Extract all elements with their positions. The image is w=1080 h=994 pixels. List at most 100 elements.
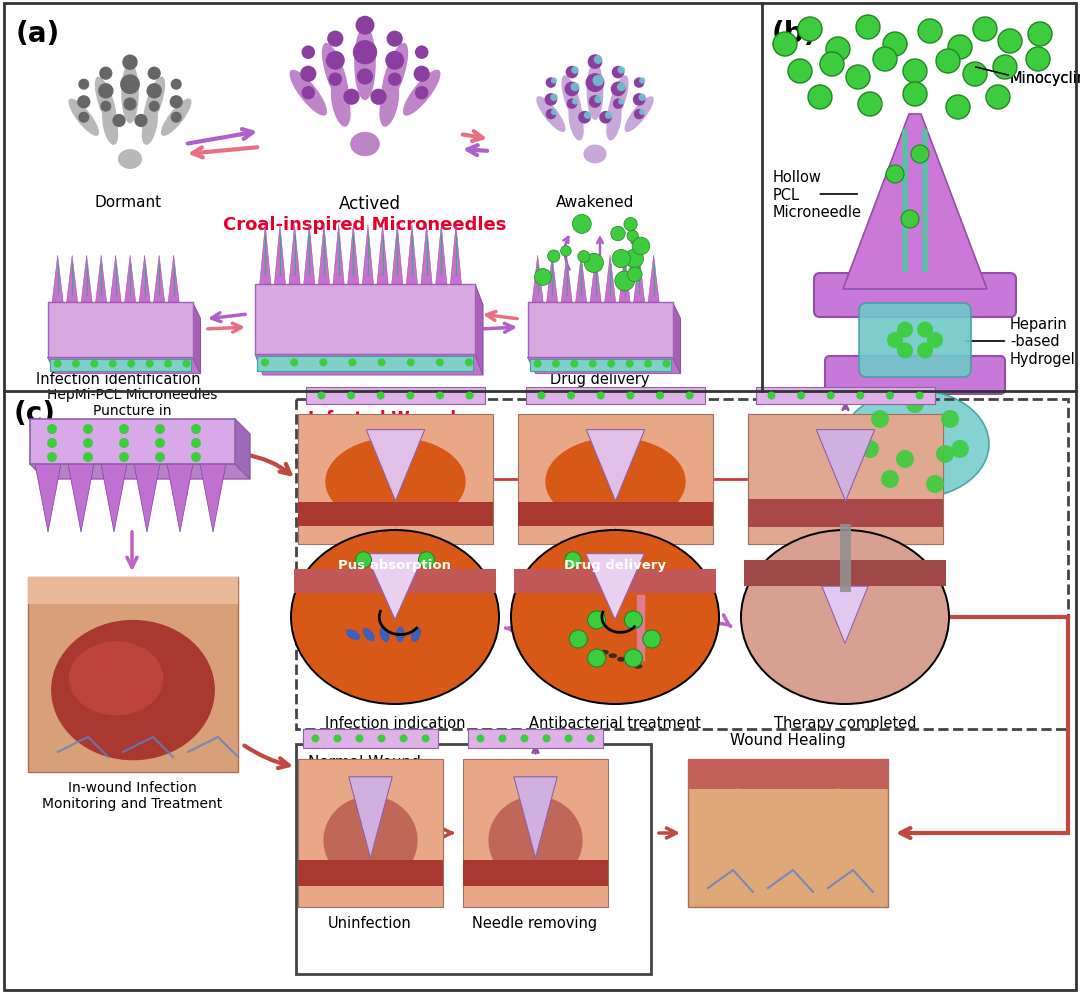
Circle shape	[318, 392, 325, 401]
Ellipse shape	[330, 82, 351, 127]
Circle shape	[548, 250, 559, 263]
Ellipse shape	[323, 796, 418, 885]
Circle shape	[191, 438, 201, 448]
Circle shape	[72, 360, 80, 368]
FancyBboxPatch shape	[30, 419, 235, 464]
Text: (a): (a)	[16, 20, 60, 48]
Circle shape	[109, 360, 117, 368]
Polygon shape	[319, 226, 329, 284]
Polygon shape	[167, 464, 193, 533]
Circle shape	[388, 74, 402, 86]
Text: Hollow
PCL
Microneedle: Hollow PCL Microneedle	[773, 170, 862, 220]
Circle shape	[386, 52, 404, 71]
Polygon shape	[68, 464, 94, 533]
Circle shape	[78, 80, 90, 90]
Circle shape	[334, 735, 341, 743]
Circle shape	[973, 18, 997, 42]
Circle shape	[584, 254, 604, 273]
Text: Porous
PCL
Basement: Porous PCL Basement	[773, 419, 850, 469]
FancyBboxPatch shape	[744, 561, 946, 586]
Circle shape	[873, 48, 897, 72]
Ellipse shape	[292, 532, 498, 704]
Ellipse shape	[354, 27, 376, 101]
Polygon shape	[673, 303, 680, 374]
Circle shape	[820, 53, 843, 77]
Circle shape	[570, 83, 580, 92]
FancyBboxPatch shape	[298, 503, 492, 526]
Circle shape	[594, 56, 603, 65]
Ellipse shape	[144, 78, 165, 128]
Circle shape	[191, 424, 201, 434]
Circle shape	[846, 66, 870, 89]
Circle shape	[578, 251, 590, 263]
Circle shape	[901, 211, 919, 229]
Circle shape	[156, 452, 165, 462]
Circle shape	[897, 322, 913, 338]
FancyBboxPatch shape	[306, 388, 485, 405]
Circle shape	[611, 227, 625, 242]
Polygon shape	[406, 226, 418, 284]
Ellipse shape	[586, 63, 604, 120]
Text: Minocycline: Minocycline	[1010, 71, 1080, 85]
Circle shape	[571, 68, 579, 75]
Circle shape	[355, 17, 375, 36]
Polygon shape	[366, 430, 424, 502]
Circle shape	[551, 94, 558, 102]
Ellipse shape	[289, 71, 327, 116]
Circle shape	[639, 109, 646, 116]
Circle shape	[1028, 23, 1052, 47]
Polygon shape	[586, 430, 645, 502]
Circle shape	[624, 611, 643, 629]
Circle shape	[127, 360, 135, 368]
Ellipse shape	[346, 629, 360, 640]
Text: Infection indication: Infection indication	[325, 716, 465, 731]
FancyBboxPatch shape	[688, 759, 888, 908]
FancyBboxPatch shape	[463, 860, 608, 887]
Circle shape	[415, 86, 429, 100]
Polygon shape	[52, 256, 63, 303]
Polygon shape	[48, 358, 201, 374]
Circle shape	[883, 33, 907, 57]
Text: Awakened: Awakened	[556, 195, 634, 210]
Circle shape	[146, 360, 153, 368]
Circle shape	[569, 630, 588, 648]
Polygon shape	[619, 256, 630, 303]
Circle shape	[545, 109, 556, 120]
FancyBboxPatch shape	[28, 578, 238, 604]
Circle shape	[611, 67, 624, 80]
Text: Infection identification: Infection identification	[36, 372, 200, 387]
Text: Normal Wound: Normal Wound	[308, 754, 421, 769]
Circle shape	[578, 112, 591, 124]
Circle shape	[48, 438, 57, 448]
Circle shape	[826, 38, 850, 62]
Circle shape	[436, 392, 444, 401]
Ellipse shape	[95, 78, 117, 128]
Circle shape	[535, 269, 552, 286]
Circle shape	[356, 70, 373, 85]
Text: Infected Wound: Infected Wound	[308, 410, 456, 427]
Polygon shape	[822, 586, 868, 644]
Circle shape	[148, 68, 161, 81]
FancyBboxPatch shape	[294, 569, 496, 593]
Ellipse shape	[488, 796, 582, 885]
Circle shape	[570, 360, 579, 368]
Circle shape	[596, 392, 605, 401]
Circle shape	[633, 94, 646, 106]
Ellipse shape	[350, 133, 380, 157]
Circle shape	[291, 359, 298, 367]
Ellipse shape	[841, 391, 989, 499]
Polygon shape	[110, 256, 121, 303]
Circle shape	[83, 452, 93, 462]
Polygon shape	[546, 256, 557, 303]
Ellipse shape	[396, 627, 405, 643]
Circle shape	[407, 359, 415, 367]
Circle shape	[134, 114, 148, 128]
Polygon shape	[303, 226, 315, 284]
Circle shape	[551, 109, 557, 116]
Polygon shape	[514, 777, 557, 858]
Polygon shape	[134, 464, 160, 533]
Circle shape	[191, 452, 201, 462]
Polygon shape	[450, 226, 461, 284]
FancyBboxPatch shape	[748, 414, 943, 545]
Circle shape	[551, 79, 557, 84]
